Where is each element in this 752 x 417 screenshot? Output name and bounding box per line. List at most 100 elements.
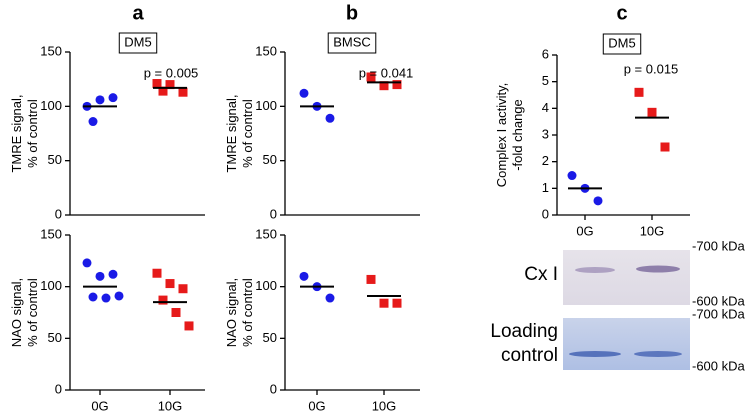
y-tick-label: 0 bbox=[270, 381, 277, 396]
data-point bbox=[88, 117, 98, 127]
y-tick-label: 2 bbox=[542, 153, 549, 168]
panel-label: a bbox=[132, 2, 144, 24]
blot-label: control bbox=[501, 345, 558, 366]
data-point bbox=[647, 107, 657, 117]
marker-label: -600 kDa bbox=[692, 293, 746, 308]
y-tick-label: 50 bbox=[48, 152, 62, 167]
y-tick-label: 1 bbox=[542, 180, 549, 195]
blot-label: Loading bbox=[490, 321, 558, 342]
y-tick-label: 50 bbox=[263, 152, 277, 167]
x-tick-label: 10G bbox=[372, 398, 397, 413]
y-tick-label: 0 bbox=[542, 206, 549, 221]
x-tick-label: 0G bbox=[576, 223, 593, 238]
data-point bbox=[366, 72, 376, 82]
data-point bbox=[152, 268, 162, 278]
data-point bbox=[325, 113, 335, 123]
y-tick-label: 150 bbox=[40, 226, 62, 241]
y-axis-label-line: TMRE signal, bbox=[9, 94, 24, 172]
y-axis-label-line: % of control bbox=[240, 99, 255, 168]
blot-band bbox=[634, 351, 682, 357]
p-value: p = 0.015 bbox=[624, 61, 679, 76]
blot-image bbox=[563, 318, 690, 370]
blot-image bbox=[563, 250, 690, 305]
blot-band bbox=[636, 265, 680, 273]
group-label: BMSC bbox=[333, 34, 371, 49]
marker-label: -600 kDa bbox=[692, 358, 746, 373]
data-point bbox=[108, 269, 118, 279]
y-tick-label: 100 bbox=[255, 98, 277, 113]
blot-band bbox=[575, 267, 615, 273]
y-tick-label: 6 bbox=[542, 46, 549, 61]
x-tick-label: 0G bbox=[91, 398, 108, 413]
data-point bbox=[392, 80, 402, 90]
y-axis-label-line: % of control bbox=[240, 278, 255, 347]
data-point bbox=[184, 321, 194, 331]
data-point bbox=[660, 142, 670, 152]
data-point bbox=[178, 284, 188, 294]
y-axis-label-line: TMRE signal, bbox=[224, 94, 239, 172]
panel-label: c bbox=[616, 2, 627, 24]
data-point bbox=[567, 171, 577, 181]
data-point bbox=[366, 274, 376, 284]
y-axis-label-line: -fold change bbox=[510, 99, 525, 171]
data-point bbox=[171, 308, 181, 317]
y-tick-label: 0 bbox=[55, 381, 62, 396]
y-tick-label: 100 bbox=[40, 278, 62, 293]
data-point bbox=[152, 79, 162, 89]
y-axis-label-line: % of control bbox=[25, 99, 40, 168]
x-tick-label: 10G bbox=[640, 223, 665, 238]
y-axis-label-line: NAO signal, bbox=[224, 278, 239, 347]
y-tick-label: 4 bbox=[542, 100, 549, 115]
data-point bbox=[165, 279, 175, 289]
y-tick-label: 100 bbox=[40, 98, 62, 113]
group-label: DM5 bbox=[124, 34, 151, 49]
data-point bbox=[101, 293, 111, 303]
y-tick-label: 0 bbox=[55, 206, 62, 221]
data-point bbox=[392, 298, 402, 308]
y-tick-label: 150 bbox=[255, 226, 277, 241]
x-tick-label: 0G bbox=[308, 398, 325, 413]
data-point bbox=[158, 86, 168, 96]
data-point bbox=[88, 292, 98, 302]
data-point bbox=[325, 293, 335, 303]
y-tick-label: 50 bbox=[48, 330, 62, 345]
y-tick-label: 5 bbox=[542, 73, 549, 88]
marker-label: -700 kDa bbox=[692, 238, 746, 253]
panel-label: b bbox=[346, 2, 358, 24]
y-tick-label: 3 bbox=[542, 126, 549, 141]
blot-label: Cx I bbox=[524, 264, 558, 285]
y-tick-label: 0 bbox=[270, 206, 277, 221]
data-point bbox=[178, 87, 188, 97]
p-value: p = 0.005 bbox=[144, 65, 199, 80]
y-tick-label: 150 bbox=[255, 43, 277, 58]
y-tick-label: 150 bbox=[40, 43, 62, 58]
data-point bbox=[379, 81, 389, 91]
x-tick-label: 10G bbox=[158, 398, 183, 413]
y-axis-label: TMRE signal,% of control bbox=[224, 94, 255, 172]
y-axis-label-line: NAO signal, bbox=[9, 278, 24, 347]
data-point bbox=[634, 87, 644, 97]
data-point bbox=[165, 80, 175, 90]
blot-band bbox=[569, 351, 621, 357]
group-label-box bbox=[327, 32, 377, 54]
y-axis-label: TMRE signal,% of control bbox=[9, 94, 40, 172]
data-point bbox=[108, 93, 118, 103]
group-label-box bbox=[118, 32, 158, 54]
data-point bbox=[82, 258, 92, 268]
group-label-box bbox=[602, 33, 642, 55]
y-tick-label: 50 bbox=[263, 330, 277, 345]
data-point bbox=[593, 196, 603, 206]
p-value: p = 0.041 bbox=[359, 65, 414, 80]
y-axis-label-line: % of control bbox=[25, 278, 40, 347]
group-label: DM5 bbox=[608, 35, 635, 50]
y-tick-label: 100 bbox=[255, 278, 277, 293]
y-axis-label-line: Complex I activity, bbox=[494, 83, 509, 188]
data-point bbox=[299, 88, 309, 98]
y-axis-label: NAO signal,% of control bbox=[9, 278, 40, 347]
data-point bbox=[95, 271, 105, 281]
data-point bbox=[379, 298, 389, 308]
y-axis-label: Complex I activity,-fold change bbox=[494, 83, 525, 188]
data-point bbox=[158, 295, 168, 305]
marker-label: -700 kDa bbox=[692, 306, 746, 321]
